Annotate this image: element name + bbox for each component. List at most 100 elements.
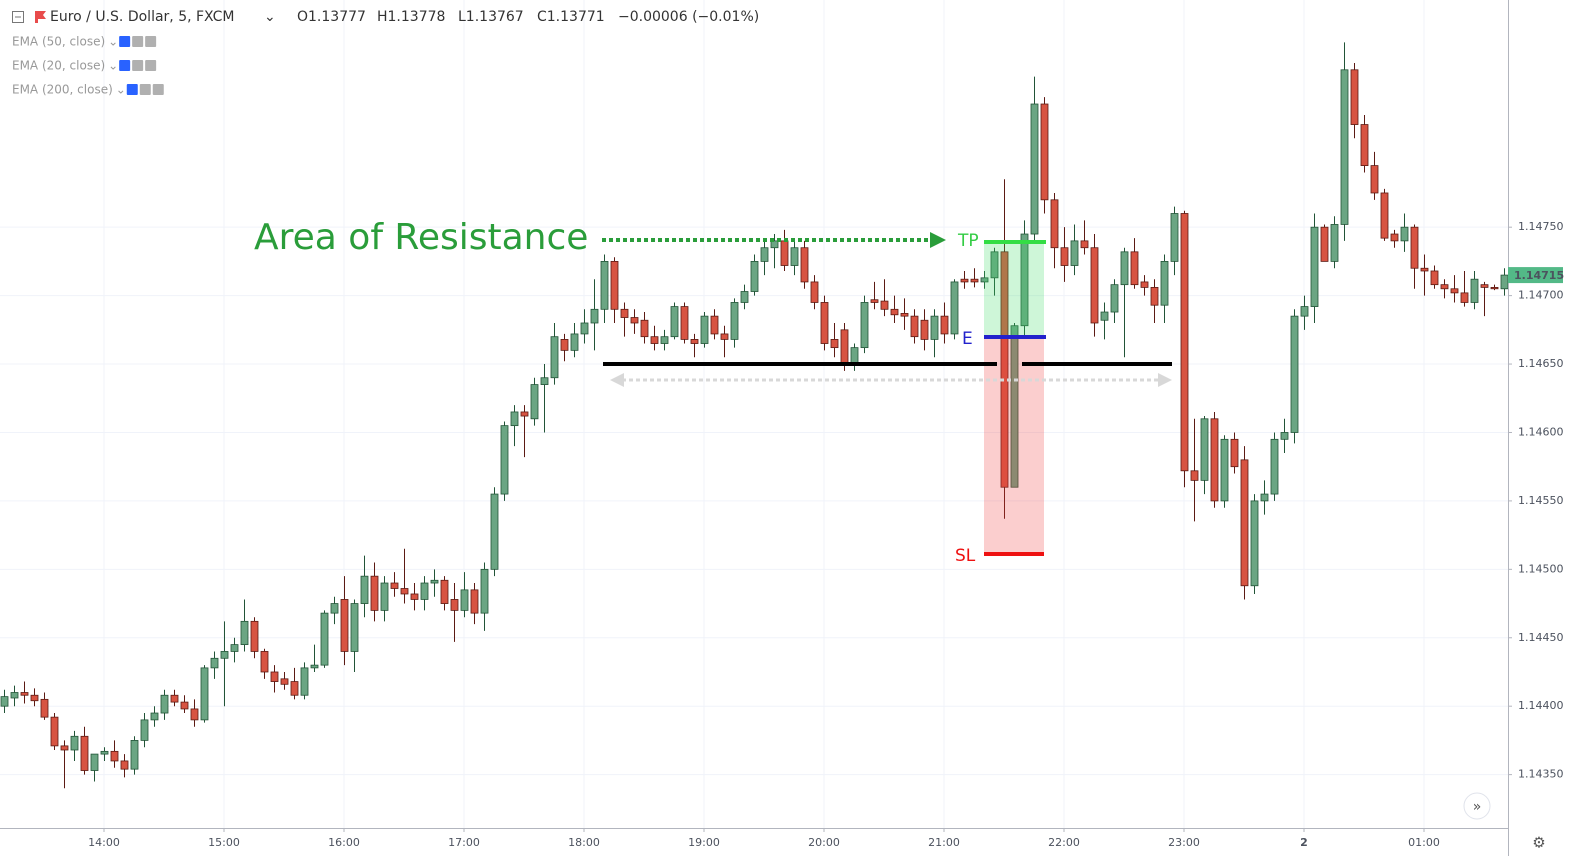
candle-body — [1170, 213, 1179, 262]
candle-body — [1500, 274, 1509, 290]
indicator-button[interactable] — [119, 60, 131, 71]
candle-body — [1460, 292, 1469, 303]
candle-body — [1080, 240, 1089, 249]
candle-body — [310, 664, 319, 669]
candle-body — [340, 599, 349, 652]
indicator-label[interactable]: EMA (50, close) — [12, 35, 105, 49]
candle-body — [880, 300, 889, 310]
candle-body — [1030, 103, 1039, 235]
candle-body — [610, 261, 619, 310]
candle-body — [1230, 438, 1239, 468]
x-tick-label: 17:00 — [448, 836, 480, 849]
indicator-button[interactable] — [126, 84, 138, 95]
ohlc-close: C1.13771 — [537, 9, 605, 25]
candle-body — [840, 329, 849, 365]
indicator-caret: ⌄ — [108, 35, 118, 49]
candle-body — [1210, 418, 1219, 502]
candle-body — [1370, 165, 1379, 194]
candle-body — [1000, 251, 1009, 488]
candle-body — [1340, 69, 1349, 225]
candle-body — [1350, 69, 1359, 125]
indicator-button[interactable] — [152, 84, 164, 95]
candle-body — [50, 716, 59, 747]
candles — [0, 42, 1509, 789]
candle-body — [1160, 261, 1169, 306]
indicator-label[interactable]: EMA (200, close) — [12, 83, 113, 97]
candle-body — [690, 339, 699, 344]
indicator-caret: ⌄ — [108, 59, 118, 73]
candle-body — [180, 701, 189, 710]
ohlc-high: H1.13778 — [377, 9, 445, 25]
x-tick-label: 14:00 — [88, 836, 120, 849]
candle-body — [240, 620, 249, 646]
candle-body — [1020, 233, 1029, 327]
candle-body — [590, 308, 599, 324]
indicator-button[interactable] — [119, 36, 131, 47]
candle-body — [1440, 284, 1449, 290]
candle-body — [780, 240, 789, 266]
indicator-button[interactable] — [145, 36, 157, 47]
indicator-label[interactable]: EMA (20, close) — [12, 59, 105, 73]
ohlc-low: L1.13767 — [458, 9, 524, 25]
candle-body — [1400, 226, 1409, 242]
candle-body — [40, 698, 49, 718]
dropdown-caret[interactable]: ⌄ — [264, 9, 276, 25]
candle-body — [420, 582, 429, 600]
ohlc-open: O1.13777 — [297, 9, 366, 25]
candle-body — [870, 299, 879, 303]
x-tick-label: 01:00 — [1408, 836, 1440, 849]
candle-body — [1110, 284, 1119, 313]
candle-body — [990, 251, 999, 279]
candle-body — [350, 603, 359, 652]
sl-label: SL — [955, 546, 976, 566]
candle-body — [540, 377, 549, 385]
indicator-button[interactable] — [132, 36, 144, 47]
candle-body — [150, 712, 159, 721]
candle-body — [600, 261, 609, 310]
y-tick-label: 1.14550 — [1518, 494, 1564, 507]
candle-body — [1240, 459, 1249, 587]
y-tick-label: 1.14650 — [1518, 357, 1564, 370]
candle-body — [20, 692, 29, 696]
flag-icon — [38, 11, 46, 19]
candle-body — [1060, 247, 1069, 266]
candle-body — [650, 336, 659, 344]
candle-body — [210, 657, 219, 669]
candle-body — [1150, 287, 1159, 306]
range-arrow-head — [610, 373, 624, 387]
candle-body — [730, 302, 739, 340]
candle-body — [580, 322, 589, 335]
x-tick-label: 22:00 — [1048, 836, 1080, 849]
candle-body — [440, 579, 449, 604]
x-tick-label: 18:00 — [568, 836, 600, 849]
candle-body — [700, 315, 709, 344]
candle-body — [960, 278, 969, 283]
candle-body — [260, 651, 269, 673]
candle-body — [1190, 470, 1199, 481]
symbol-title[interactable]: Euro / U.S. Dollar, 5, FXCM — [50, 9, 234, 25]
candle-body — [560, 339, 569, 351]
candle-body — [280, 678, 289, 685]
candle-body — [1290, 315, 1299, 433]
flag-icon — [35, 11, 38, 23]
candle-body — [770, 240, 779, 249]
indicator-button[interactable] — [139, 84, 151, 95]
indicator-button[interactable] — [132, 60, 144, 71]
collapse-icon[interactable] — [12, 11, 24, 23]
candle-body — [670, 306, 679, 338]
candle-body — [120, 760, 129, 770]
candle-body — [510, 411, 519, 427]
candle-body — [1070, 240, 1079, 266]
indicator-button[interactable] — [145, 60, 157, 71]
candle-body — [1300, 306, 1309, 317]
candle-body — [1130, 251, 1139, 286]
settings-icon[interactable]: ⚙ — [1532, 834, 1545, 852]
candle-body — [710, 315, 719, 335]
scroll-to-end-button[interactable] — [1463, 792, 1491, 820]
x-tick-label: 2 — [1300, 836, 1308, 849]
scroll-button[interactable]: » — [1463, 792, 1491, 820]
candle-body — [900, 313, 909, 317]
candle-body — [410, 593, 419, 600]
x-tick-label: 23:00 — [1168, 836, 1200, 849]
